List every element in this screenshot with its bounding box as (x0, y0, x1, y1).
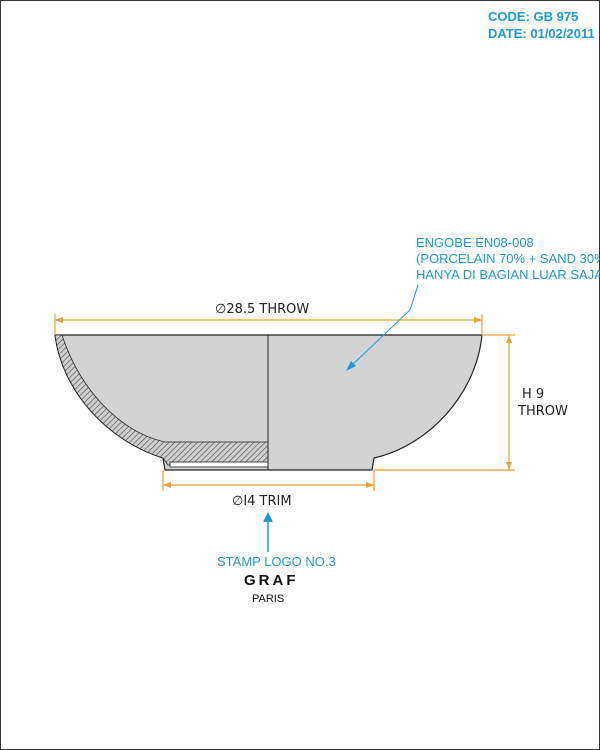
brand-logo-graf: GRAF (244, 572, 299, 589)
engobe-note-line3: HANYA DI BAGIAN LUAR SAJA. (416, 267, 600, 282)
foot-ring (169, 461, 269, 468)
height-label: H 9 (522, 387, 544, 402)
top-diameter-label: ∅28.5 THROW (215, 302, 309, 317)
stamp-arrow (263, 512, 273, 552)
foot-diameter-dimension (162, 470, 375, 491)
date-label: DATE: 01/02/2011 (488, 26, 595, 41)
foot-diameter-label: ∅I4 TRIM (232, 494, 292, 509)
engobe-note-line1: ENGOBE EN08-008 (416, 235, 534, 250)
stamp-logo-label: STAMP LOGO NO.3 (217, 554, 336, 569)
top-diameter-dimension (54, 314, 483, 335)
height-dimension (374, 334, 515, 471)
engobe-note-line2: (PORCELAIN 70% + SAND 30%) (416, 251, 600, 266)
code-label: CODE: GB 975 (488, 9, 578, 24)
brand-logo-city: PARIS (252, 593, 284, 605)
height-label-throw: THROW (517, 404, 568, 419)
engobe-leader-arrow (346, 284, 419, 371)
